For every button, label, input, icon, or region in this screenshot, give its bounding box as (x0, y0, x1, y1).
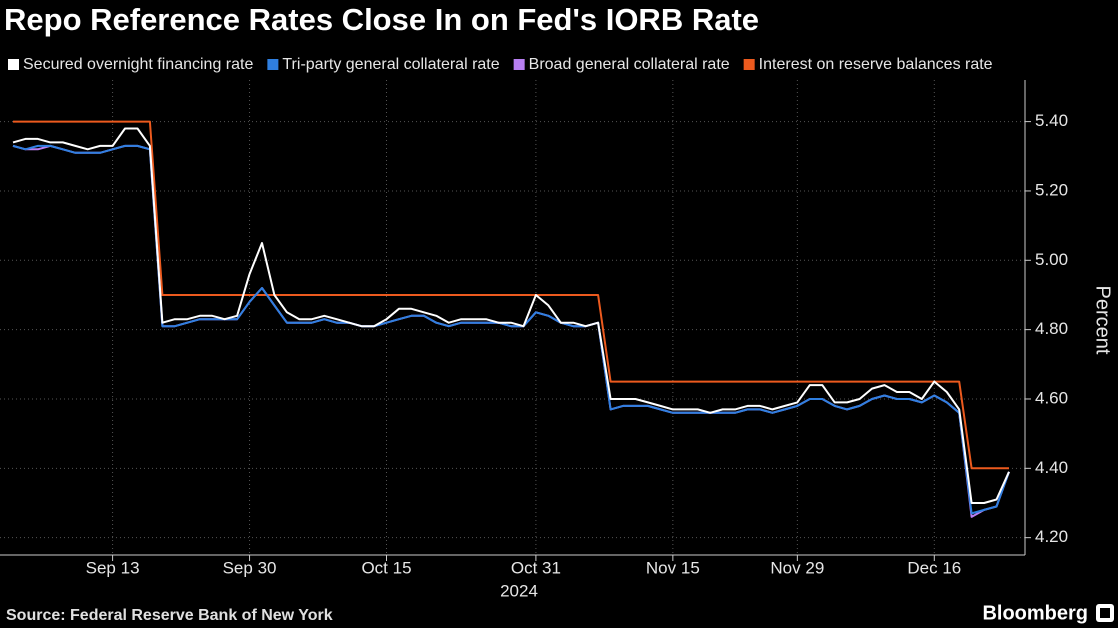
legend-label: Secured overnight financing rate (23, 56, 253, 73)
series-line (12, 144, 1010, 515)
y-tick-label: 5.00 (1035, 250, 1068, 269)
y-axis-label: Percent (1092, 286, 1114, 355)
y-tick-label: 4.80 (1035, 319, 1068, 338)
series-line (13, 120, 1009, 470)
y-tick-label: 5.20 (1035, 180, 1068, 199)
legend-label: Interest on reserve balances rate (759, 56, 993, 73)
series-line (12, 127, 1010, 504)
legend-label: Broad general collateral rate (529, 56, 730, 73)
y-tick-label: 5.40 (1035, 111, 1068, 130)
y-tick-label: 4.20 (1035, 527, 1068, 546)
legend-swatch (513, 59, 525, 70)
x-tick-label: Oct 15 (361, 558, 411, 577)
x-tick-label: Sep 30 (223, 558, 277, 577)
legend-swatch (743, 59, 755, 70)
legend-label: Tri-party general collateral rate (282, 56, 499, 73)
y-tick-label: 4.60 (1035, 388, 1068, 407)
x-tick-label: Nov 15 (646, 558, 700, 577)
legend-swatch (8, 59, 19, 70)
series-line (12, 144, 1010, 518)
x-tick-label: Nov 29 (770, 558, 824, 577)
x-tick-label: Dec 16 (907, 558, 961, 577)
logo: Bloomberg (982, 602, 1088, 624)
y-tick-label: 4.40 (1035, 458, 1068, 477)
x-tick-label: Sep 13 (86, 558, 140, 577)
x-axis-label: 2024 (500, 581, 538, 600)
logo-icon (1096, 604, 1114, 622)
legend-swatch (267, 59, 279, 70)
chart-title: Repo Reference Rates Close In on Fed's I… (4, 2, 759, 37)
x-tick-label: Oct 31 (511, 558, 561, 577)
source: Source: Federal Reserve Bank of New York (6, 607, 333, 624)
